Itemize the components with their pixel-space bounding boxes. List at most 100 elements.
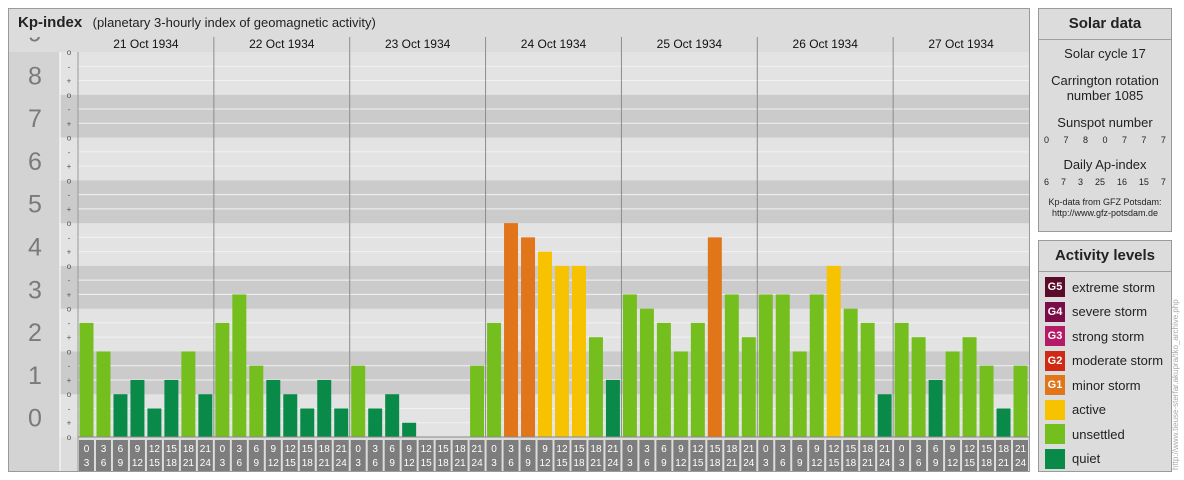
kp-bar (181, 351, 196, 437)
interval-box (707, 440, 723, 471)
legend-item: quiet (1045, 448, 1100, 469)
interval-box (622, 440, 638, 471)
interval-start-label: 6 (118, 444, 124, 455)
interval-end-label: 9 (254, 458, 260, 469)
kp-bar (962, 337, 977, 437)
y-minor-label: + (67, 248, 72, 257)
kp-bar (351, 365, 366, 437)
interval-start-label: 15 (709, 444, 721, 455)
interval-box (537, 440, 553, 471)
interval-end-label: 9 (933, 458, 939, 469)
y-minor-label: - (68, 276, 71, 285)
kp-bar (147, 408, 162, 437)
interval-end-label: 24 (879, 458, 891, 469)
kp-bar (96, 351, 111, 437)
kp-bar (928, 379, 943, 437)
date-header-bg (9, 37, 1029, 52)
interval-box (962, 440, 978, 471)
interval-end-label: 9 (797, 458, 803, 469)
interval-start-label: 6 (797, 444, 803, 455)
y-tick-label: 6 (28, 148, 42, 176)
interval-box (112, 440, 128, 471)
interval-box (418, 440, 434, 471)
interval-start-label: 21 (1015, 444, 1027, 455)
interval-box (367, 440, 383, 471)
interval-box (503, 440, 519, 471)
kp-bar (487, 322, 502, 437)
kp-band (9, 223, 1029, 266)
y-minor-label: - (68, 148, 71, 157)
kp-bar (538, 251, 552, 437)
interval-box (724, 440, 740, 471)
data-source-line1: Kp-data from GFZ Potsdam: (1048, 197, 1162, 207)
interval-start-label: 9 (406, 444, 412, 455)
interval-end-label: 6 (237, 458, 243, 469)
interval-end-label: 12 (132, 458, 144, 469)
interval-end-label: 3 (84, 458, 90, 469)
sunspot-value: 7 (1141, 135, 1147, 145)
interval-start-label: 12 (828, 444, 840, 455)
y-minor-label: - (68, 105, 71, 114)
interval-start-label: 3 (508, 444, 514, 455)
interval-start-label: 12 (421, 444, 433, 455)
interval-end-label: 6 (508, 458, 514, 469)
interval-end-label: 6 (780, 458, 786, 469)
interval-end-label: 6 (916, 458, 922, 469)
kp-bar (622, 294, 637, 437)
interval-end-label: 12 (811, 458, 823, 469)
interval-end-label: 21 (998, 458, 1010, 469)
data-source-link[interactable]: http://www.gfz-potsdam.de (1051, 208, 1159, 218)
interval-start-label: 9 (542, 444, 548, 455)
interval-start-label: 15 (438, 444, 450, 455)
ap-value: 15 (1138, 177, 1149, 187)
interval-start-label: 21 (472, 444, 484, 455)
kp-bar (266, 379, 281, 437)
interval-box (350, 440, 366, 471)
y-minor-label: o (67, 48, 72, 57)
interval-box (894, 440, 910, 471)
interval-start-label: 3 (780, 444, 786, 455)
kp-bar (690, 322, 705, 437)
interval-start-label: 18 (183, 444, 195, 455)
ap-values: 6 7 3 25 16 15 7 (1039, 177, 1171, 187)
interval-box (605, 440, 621, 471)
legend-item: active (1045, 399, 1106, 420)
sunspot-value: 7 (1160, 135, 1166, 145)
interval-box (129, 440, 145, 471)
interval-end-label: 12 (675, 458, 687, 469)
y-minor-label: - (68, 362, 71, 371)
legend-swatch: G5 (1045, 277, 1065, 297)
interval-box (146, 440, 162, 471)
activity-levels-heading: Activity levels (1039, 241, 1171, 272)
interval-box (639, 440, 655, 471)
interval-start-label: 18 (998, 444, 1010, 455)
interval-end-label: 21 (726, 458, 738, 469)
y-minor-label: - (68, 191, 71, 200)
legend-item: G4 severe storm (1045, 301, 1148, 322)
kp-bar (79, 322, 94, 437)
sunspot-value: 0 (1102, 135, 1108, 145)
interval-box (299, 440, 315, 471)
interval-box (877, 440, 893, 471)
interval-box (316, 440, 332, 471)
interval-start-label: 0 (84, 444, 90, 455)
interval-box (95, 440, 111, 471)
kp-bar (741, 337, 756, 437)
interval-start-label: 15 (981, 444, 993, 455)
interval-end-label: 3 (627, 458, 633, 469)
ap-heading: Daily Ap-index (1063, 157, 1147, 172)
interval-start-label: 12 (285, 444, 297, 455)
legend-label: extreme storm (1072, 279, 1156, 295)
y-minor-label: + (67, 419, 72, 428)
interval-start-label: 15 (573, 444, 585, 455)
interval-start-label: 15 (166, 444, 178, 455)
interval-box (571, 440, 587, 471)
kp-bar (1013, 365, 1028, 437)
day-label: 24 Oct 1934 (521, 37, 587, 51)
y-minor-label: + (67, 376, 72, 385)
legend-label: severe storm (1072, 304, 1148, 319)
interval-end-label: 3 (899, 458, 905, 469)
interval-start-label: 3 (237, 444, 243, 455)
interval-start-label: 9 (814, 444, 820, 455)
sunspot-value: 7 (1063, 135, 1069, 145)
